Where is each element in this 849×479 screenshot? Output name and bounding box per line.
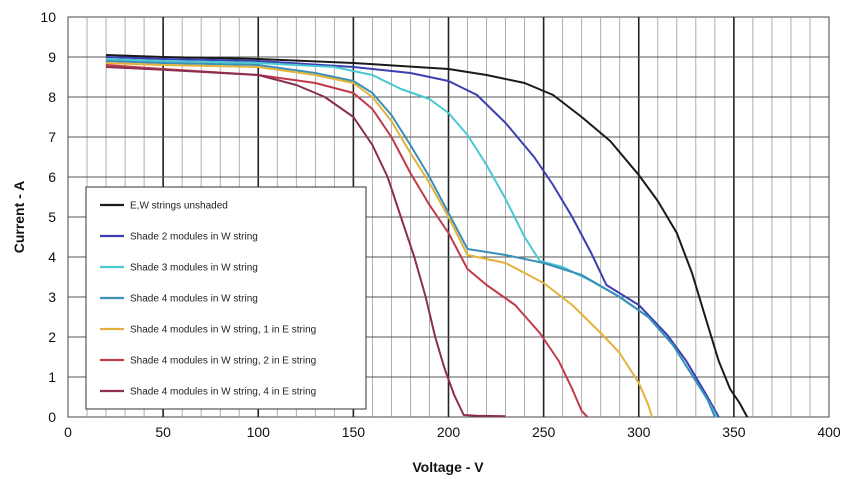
- legend-label: E,W strings unshaded: [130, 201, 228, 212]
- x-tick-label: 50: [155, 424, 171, 440]
- y-tick-label: 3: [48, 289, 56, 305]
- series-line-1: [106, 54, 749, 418]
- y-tick-label: 6: [48, 169, 56, 185]
- series-lines: [106, 54, 749, 418]
- series-line-4: [106, 60, 716, 418]
- x-tick-label: 400: [817, 424, 841, 440]
- series-line-5: [106, 62, 654, 418]
- y-tick-label: 10: [40, 9, 56, 25]
- legend-box: [85, 186, 367, 410]
- legend-label: Shade 3 modules in W string: [130, 263, 258, 274]
- x-tick-label: 250: [532, 424, 556, 440]
- x-tick-label: 100: [247, 424, 271, 440]
- legend-label: Shade 4 modules in W string, 2 in E stri…: [130, 356, 316, 367]
- x-tick-label: 350: [722, 424, 746, 440]
- legend: E,W strings unshaded Shade 2 modules in W…: [85, 186, 367, 410]
- legend-label: Shade 4 modules in W string: [130, 294, 258, 305]
- x-tick-label: 200: [437, 424, 461, 440]
- legend-label: Shade 4 modules in W string, 1 in E stri…: [130, 325, 316, 336]
- y-tick-label: 7: [48, 129, 56, 145]
- legend-label: Shade 2 modules in W string: [130, 232, 258, 243]
- x-tick-label: 150: [342, 424, 366, 440]
- x-axis-title: Voltage - V: [412, 459, 484, 475]
- series-line-7: [106, 66, 506, 418]
- x-tick-label: 0: [64, 424, 72, 440]
- x-axis-ticks: 0 50 100 150 200 250 300 350 400: [64, 424, 841, 440]
- y-axis-title: Current - A: [11, 181, 27, 254]
- legend-label: Shade 4 modules in W string, 4 in E stri…: [130, 387, 316, 398]
- y-tick-label: 9: [48, 49, 56, 65]
- y-tick-label: 1: [48, 369, 56, 385]
- x-tick-label: 300: [627, 424, 651, 440]
- y-tick-label: 4: [48, 249, 56, 265]
- series-line-2: [106, 56, 720, 418]
- series-line-6: [106, 64, 589, 418]
- y-axis-ticks: 0 1 2 3 4 5 6 7 8 9 10: [40, 9, 56, 425]
- y-tick-label: 0: [48, 409, 56, 425]
- y-tick-label: 5: [48, 209, 56, 225]
- legend-items: E,W strings unshaded Shade 2 modules in W…: [100, 201, 316, 398]
- y-tick-label: 2: [48, 329, 56, 345]
- y-tick-label: 8: [48, 89, 56, 105]
